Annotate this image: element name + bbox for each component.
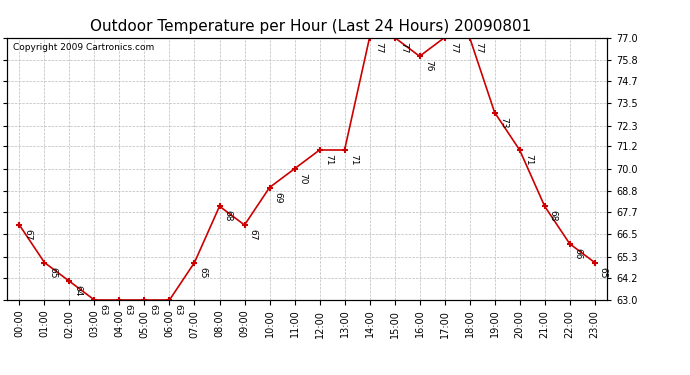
Text: 65: 65 bbox=[48, 267, 57, 278]
Text: 63: 63 bbox=[124, 304, 132, 316]
Text: Outdoor Temperature per Hour (Last 24 Hours) 20090801: Outdoor Temperature per Hour (Last 24 Ho… bbox=[90, 19, 531, 34]
Text: 63: 63 bbox=[174, 304, 183, 316]
Text: 65: 65 bbox=[599, 267, 608, 278]
Text: 64: 64 bbox=[74, 285, 83, 297]
Text: 76: 76 bbox=[424, 60, 433, 72]
Text: 67: 67 bbox=[23, 229, 32, 241]
Text: 67: 67 bbox=[248, 229, 257, 241]
Text: 69: 69 bbox=[274, 192, 283, 203]
Text: 71: 71 bbox=[324, 154, 333, 166]
Text: 66: 66 bbox=[574, 248, 583, 259]
Text: 77: 77 bbox=[448, 42, 457, 53]
Text: 73: 73 bbox=[499, 117, 508, 128]
Text: 63: 63 bbox=[99, 304, 108, 316]
Text: 71: 71 bbox=[524, 154, 533, 166]
Text: Copyright 2009 Cartronics.com: Copyright 2009 Cartronics.com bbox=[13, 43, 154, 52]
Text: 70: 70 bbox=[299, 173, 308, 184]
Text: 63: 63 bbox=[148, 304, 157, 316]
Text: 71: 71 bbox=[348, 154, 357, 166]
Text: 65: 65 bbox=[199, 267, 208, 278]
Text: 77: 77 bbox=[399, 42, 408, 53]
Text: 77: 77 bbox=[374, 42, 383, 53]
Text: 77: 77 bbox=[474, 42, 483, 53]
Text: 68: 68 bbox=[224, 210, 233, 222]
Text: 68: 68 bbox=[549, 210, 558, 222]
